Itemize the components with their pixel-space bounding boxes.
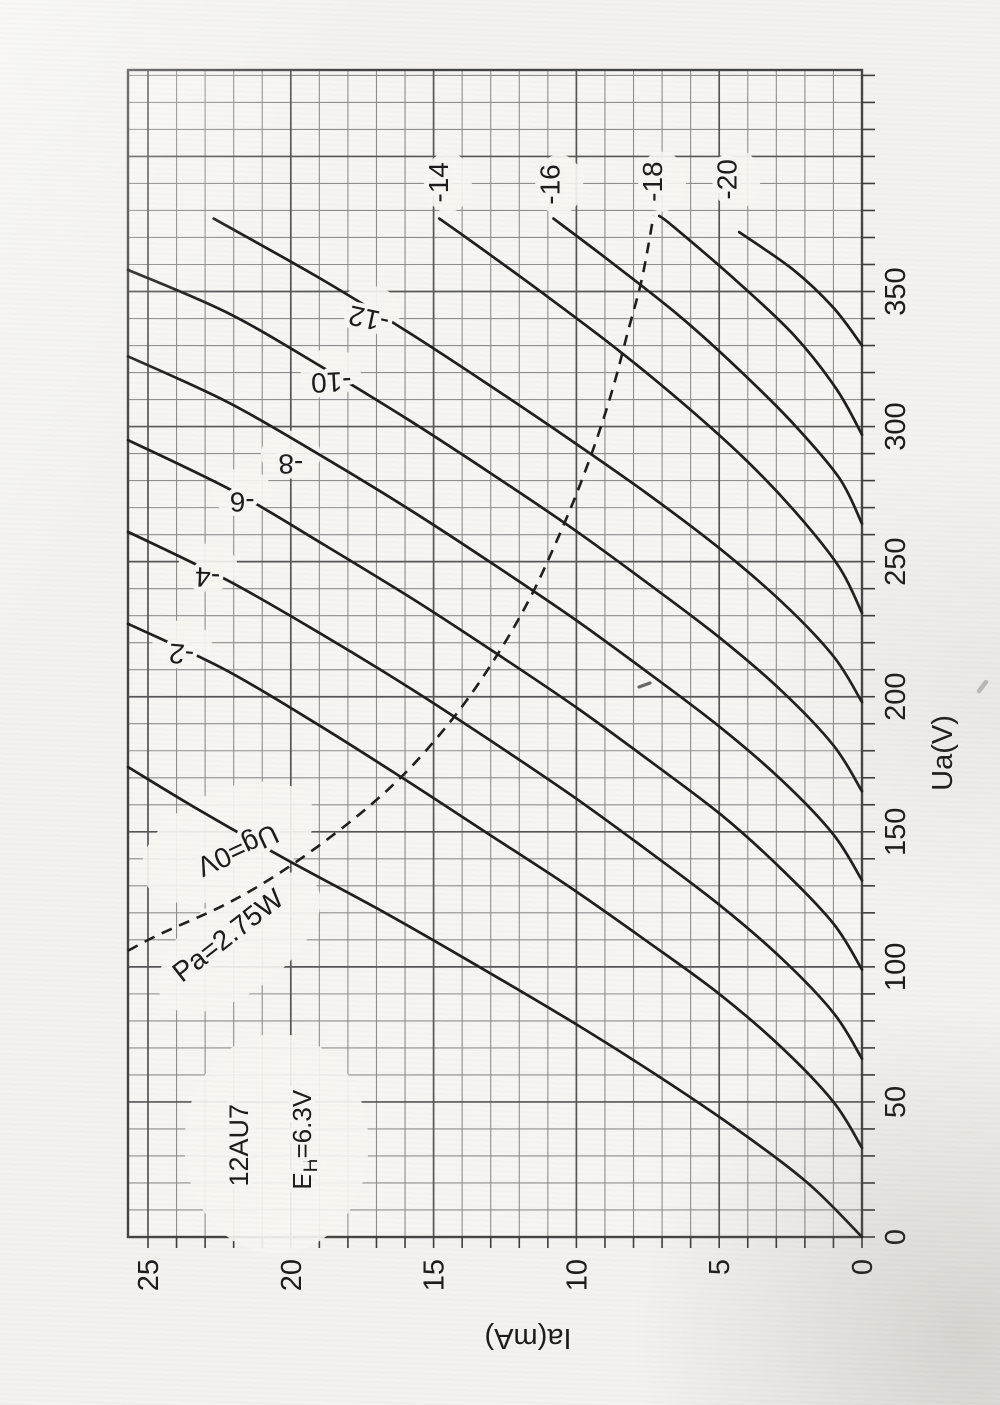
curve-label--10: -10 — [310, 366, 352, 399]
photo-specks — [637, 679, 989, 694]
x-tick-label-250: 250 — [880, 537, 912, 585]
x-axis-tick-labels: 0 50 100 150 200 250 300 350 — [880, 267, 912, 1245]
curve-ug--12 — [212, 217, 864, 704]
x-tick-label-350: 350 — [880, 267, 912, 315]
x-tick-label-300: 300 — [880, 402, 912, 450]
curve-ug-0 — [126, 765, 864, 1239]
curve-ug--6 — [126, 438, 864, 971]
x-tick-label-200: 200 — [880, 673, 912, 721]
y-tick-label-25: 25 — [133, 1259, 165, 1291]
chart-title: 12AU7 — [224, 1104, 254, 1187]
plot-border — [126, 68, 864, 1239]
x-axis-ticks — [862, 74, 875, 1238]
label-halos — [141, 149, 761, 1254]
curve-label--14: -14 — [423, 162, 454, 202]
curves — [126, 214, 864, 1239]
curve-label--2: -2 — [168, 638, 196, 671]
curve-label--4: -4 — [195, 561, 221, 593]
curve-label--20: -20 — [711, 159, 742, 199]
curve-label--16: -16 — [534, 164, 565, 204]
x-tick-label-150: 150 — [880, 808, 912, 856]
y-axis-tick-labels: 0 5 10 15 20 25 — [133, 1259, 879, 1291]
curve-ug--14 — [437, 217, 864, 615]
y-tick-label-5: 5 — [704, 1259, 736, 1275]
curve-label--18: -18 — [637, 161, 668, 201]
curve-ug--2 — [126, 622, 864, 1150]
y-tick-label-10: 10 — [561, 1259, 593, 1291]
y-tick-label-20: 20 — [276, 1259, 308, 1291]
x-tick-label-100: 100 — [880, 943, 912, 991]
curve-ug--20 — [737, 230, 864, 347]
curve-ug--4 — [126, 530, 864, 1061]
heater-voltage-label: EH=6.3V — [287, 1089, 322, 1189]
y-tick-label-15: 15 — [419, 1259, 451, 1291]
y-tick-label-0: 0 — [847, 1259, 879, 1275]
x-tick-label-50: 50 — [880, 1086, 912, 1118]
power-limit-curve — [127, 215, 655, 952]
curve-ug--18 — [657, 214, 864, 437]
x-axis-title: Ua(V) — [927, 715, 959, 791]
curve-label--8: -8 — [278, 449, 303, 480]
curve-label--6: -6 — [230, 487, 255, 518]
curve-ug--16 — [552, 217, 864, 526]
x-tick-label-0: 0 — [880, 1229, 912, 1245]
y-axis-title: Ia(mA) — [485, 1322, 572, 1354]
curve-ug--10 — [126, 268, 864, 793]
curve-ug--8 — [126, 354, 864, 882]
